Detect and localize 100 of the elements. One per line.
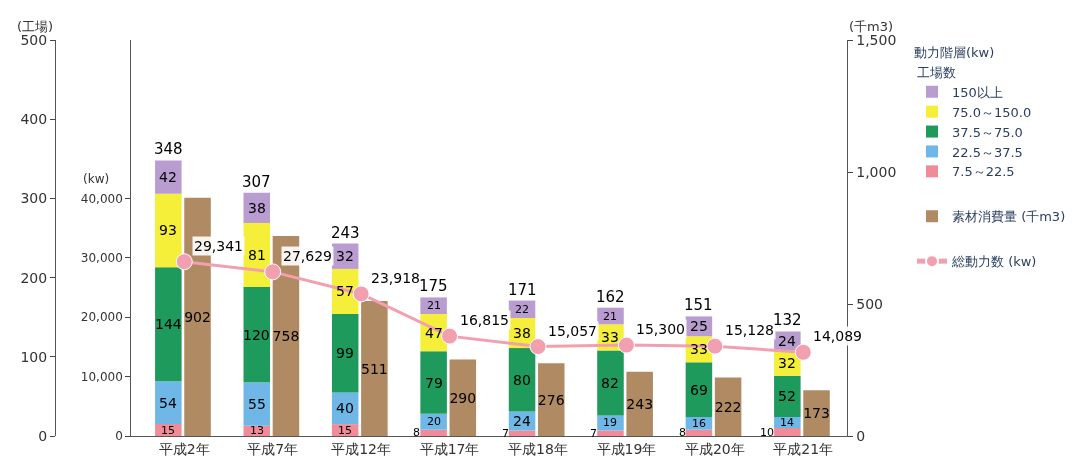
bar [155,193,182,268]
data-label: 144 [155,316,182,332]
y-axis-title: (工場) [17,19,54,34]
legend-label: 150以上 [952,84,1003,100]
data-label: 23,918 [371,270,420,286]
bar [597,430,624,436]
bar [420,297,447,315]
data-label: 57 [336,283,354,299]
bar [155,381,182,425]
total-label: 151 [684,296,713,314]
x-tick-label: 平成17年 [419,440,480,457]
data-label: 511 [361,360,388,377]
data-label: 10 [760,426,774,439]
data-label: 80 [513,372,531,388]
y3-tick-label: 20,000 [80,310,123,325]
data-label: 27,629 [283,248,332,264]
legend-label: 22.5～37.5 [952,144,1023,160]
data-label: 15,128 [725,322,774,338]
y-tick-label: 200 [20,269,48,286]
legend-label: 75.0～150.0 [952,104,1032,120]
data-label: 24 [778,333,796,349]
data-label: 99 [336,345,354,361]
y-tick-label: 400 [20,111,48,128]
y3-tick-label: 10,000 [80,369,123,384]
point [175,253,193,271]
data-label: 15,300 [636,321,685,337]
total-label: 348 [154,140,183,158]
data-label: 290 [449,389,477,406]
data-label: 16,815 [460,312,509,328]
x-tick-label: 平成2年 [158,440,210,457]
y-tick-label: 0 [38,427,48,444]
data-label: 15 [338,424,352,437]
data-label: 14,089 [813,328,862,344]
data-label: 22 [515,303,529,316]
data-label: 69 [690,382,708,398]
y-tick-label: 100 [20,348,48,365]
data-label: 8 [679,426,686,439]
data-label: 14 [780,416,794,429]
legend-label: 37.5～75.0 [952,124,1023,140]
data-label: 93 [159,222,177,238]
bar [508,430,536,436]
bar [243,382,271,426]
data-label: 15 [161,424,175,437]
data-label: 8 [413,426,420,439]
bar [774,428,801,436]
point [706,337,724,355]
data-label: 15,057 [548,323,597,339]
legend-label: 7.5～22.5 [952,164,1015,180]
point [529,338,547,356]
data-label: 758 [272,327,300,344]
data-label: 120 [243,327,270,343]
data-label: 24 [513,413,531,429]
x-tick-label: 平成12年 [331,440,392,457]
bar [685,429,713,436]
y3-axis-title: (kw) [83,172,110,186]
data-label: 32 [778,355,796,371]
y2-tick-label: 1,500 [856,31,897,48]
text: 工場数 [917,64,956,80]
total-label: 171 [508,281,537,299]
bar [155,160,182,194]
x-tick-label: 平成19年 [596,440,657,457]
data-label: 32 [336,248,354,264]
data-label: 47 [425,325,443,341]
legend-title: 動力階層(kw) [914,44,995,60]
text: 素材消費量 (千m3) [952,209,1066,225]
data-label: 33 [601,329,619,345]
data-label: 21 [427,299,441,312]
data-label: 25 [690,318,708,334]
data-label: 16 [692,417,706,430]
data-label: 42 [159,169,177,185]
x-tick-label: 平成20年 [684,440,745,457]
data-label: 7 [502,427,509,440]
x-tick-label: 平成18年 [508,440,568,457]
data-label: 52 [778,388,796,404]
data-label: 82 [601,375,619,391]
y2-axis-title: (千m3) [849,19,894,34]
data-label: 33 [690,341,708,357]
data-label: 13 [250,424,264,437]
x-tick-label: 平成7年 [247,440,299,457]
bar [420,429,447,436]
data-label: 55 [248,396,266,412]
y3-tick-label: 0 [115,429,123,444]
data-label: 79 [425,375,443,391]
data-label: 20 [427,415,441,428]
point [352,285,370,303]
point [441,327,459,345]
point [794,343,812,361]
data-label: 54 [159,395,177,411]
point [617,336,635,354]
y2-tick-label: 500 [856,295,884,312]
text: 総動力数 (kw) [952,254,1037,270]
data-label: 222 [714,398,742,415]
data-label: 19 [603,416,617,429]
y3-tick-label: 40,000 [80,191,123,206]
data-label: 243 [626,395,654,412]
data-label: 40 [336,400,354,416]
y-tick-label: 300 [20,190,48,207]
data-label: 38 [513,325,531,341]
total-label: 307 [242,173,271,191]
data-label: 81 [248,247,266,263]
